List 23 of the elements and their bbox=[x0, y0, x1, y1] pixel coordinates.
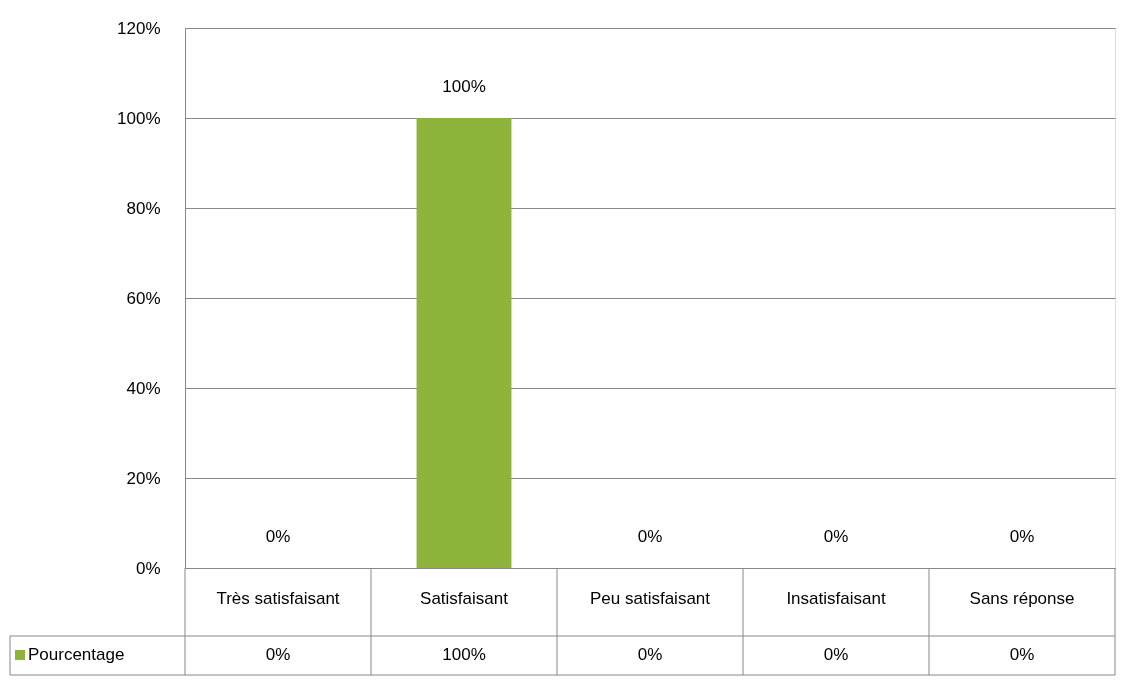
text: 0% bbox=[265, 527, 291, 546]
x-tick-label: Peu satisfaisant bbox=[589, 588, 711, 608]
data-label: 0% bbox=[265, 645, 291, 664]
text: 100% bbox=[442, 77, 486, 96]
y-tick-label: 20% bbox=[126, 468, 161, 488]
text: 0% bbox=[637, 527, 663, 546]
text: 0% bbox=[1009, 527, 1035, 546]
y-tick-label: 0% bbox=[135, 558, 161, 578]
legend-label: Pourcentage bbox=[28, 645, 125, 664]
data-label: 0% bbox=[637, 645, 663, 664]
y-tick-label: 60% bbox=[126, 288, 161, 308]
y-tick-label: 80% bbox=[126, 198, 161, 218]
x-tick-label: Très satisfaisant bbox=[216, 588, 340, 608]
data-label: 0% bbox=[1009, 645, 1035, 664]
x-tick-label: Satisfaisant bbox=[420, 588, 509, 608]
x-tick-label: Sans réponse bbox=[969, 588, 1075, 608]
text: 0% bbox=[823, 527, 849, 546]
data-label: 100% bbox=[442, 645, 486, 664]
y-tick-label: 40% bbox=[126, 378, 161, 398]
x-tick-label: Insatisfaisant bbox=[786, 588, 886, 608]
data-label: 0% bbox=[823, 645, 849, 664]
y-tick-label: 120% bbox=[117, 18, 161, 38]
y-tick-label: 100% bbox=[117, 108, 161, 128]
